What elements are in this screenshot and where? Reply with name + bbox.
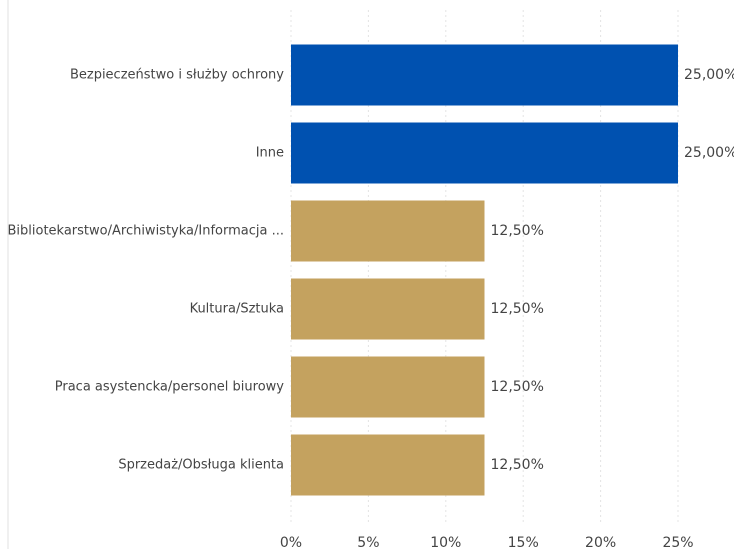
x-tick-label: 5%	[357, 535, 379, 549]
bar	[291, 44, 678, 106]
value-label: 12,50%	[491, 379, 544, 395]
bar	[291, 122, 678, 184]
bar	[291, 278, 485, 340]
category-label: Praca asystencka/personel biurowy	[55, 380, 285, 395]
x-tick-label: 25%	[662, 535, 693, 549]
bar	[291, 200, 485, 262]
value-label: 12,50%	[491, 457, 544, 473]
bar	[291, 434, 485, 496]
value-label: 25,00%	[684, 145, 734, 161]
category-label: Sprzedaż/Obsługa klienta	[118, 458, 284, 473]
bar	[291, 356, 485, 418]
category-label: Kultura/Sztuka	[190, 302, 284, 317]
value-label: 25,00%	[684, 67, 734, 83]
x-tick-label: 0%	[280, 535, 302, 549]
value-label: 12,50%	[491, 223, 544, 239]
category-label: Bezpieczeństwo i służby ochrony	[70, 68, 284, 83]
x-tick-label: 15%	[508, 535, 539, 549]
value-label: 12,50%	[491, 301, 544, 317]
category-label: Bibliotekarstwo/Archiwistyka/Informacja …	[7, 224, 284, 239]
x-tick-label: 20%	[585, 535, 616, 549]
category-label: Inne	[256, 146, 284, 161]
x-tick-label: 10%	[430, 535, 461, 549]
